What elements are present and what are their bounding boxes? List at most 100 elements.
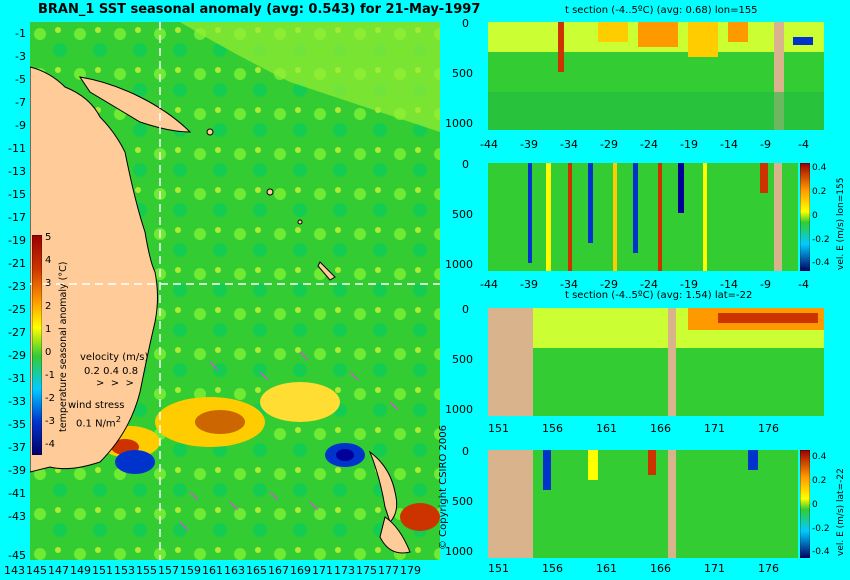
cold-eddy bbox=[115, 450, 155, 474]
wind-label: wind stress bbox=[68, 400, 125, 411]
velocity-label: velocity (m/s) bbox=[80, 352, 149, 363]
depth-tick: 1000 bbox=[445, 545, 473, 558]
island bbox=[297, 219, 303, 225]
panel-1-title: t section (-4..5ºC) (avg: 0.68) lon=155 bbox=[565, 5, 758, 16]
lat-tick: -34 bbox=[560, 278, 578, 291]
colorbar-tick: 5 bbox=[45, 232, 52, 243]
lon-tick: 145 bbox=[26, 564, 47, 577]
colorbar-tick: 0 bbox=[45, 347, 52, 358]
lat-tick: -1 bbox=[15, 27, 26, 40]
lon-tick: 161 bbox=[596, 422, 617, 435]
lat-tick: -17 bbox=[8, 211, 26, 224]
colorbar-tick: 0.4 bbox=[812, 452, 827, 462]
lat-tick: -3 bbox=[15, 50, 26, 63]
depth-tick: 1000 bbox=[445, 403, 473, 416]
depth-tick: 500 bbox=[452, 67, 473, 80]
colorbar-tick: 4 bbox=[45, 255, 52, 266]
lat-tick: -14 bbox=[720, 278, 738, 291]
lon-tick: 173 bbox=[334, 564, 355, 577]
panel-2-x-axis: -44 -39 -34 -29 -24 -19 -14 -9 -4 bbox=[478, 278, 828, 292]
panel-4-colorbar-title: vel. E (m/s) lat=-22 bbox=[836, 468, 846, 556]
lon-tick: 156 bbox=[542, 422, 563, 435]
panel-1-x-axis: -44 -39 -34 -29 -24 -19 -14 -9 -4 bbox=[478, 138, 828, 152]
lon-tick: 166 bbox=[650, 562, 671, 575]
lat-tick: -27 bbox=[8, 326, 26, 339]
colorbar-tick: -0.4 bbox=[812, 547, 830, 557]
lat-tick: -24 bbox=[640, 138, 658, 151]
wind-scale: 0.1 N/m2 bbox=[76, 414, 121, 430]
lat-tick: -9 bbox=[760, 138, 771, 151]
sst-anomaly-map bbox=[30, 22, 440, 560]
panel-1-plot bbox=[488, 22, 824, 130]
lat-tick: -4 bbox=[798, 278, 809, 291]
depth-tick: 0 bbox=[462, 158, 469, 171]
lon-tick: 169 bbox=[290, 564, 311, 577]
lon-tick: 147 bbox=[48, 564, 69, 577]
lat-tick: -39 bbox=[8, 464, 26, 477]
map-lon-axis: 143 145 147 149 151 153 155 157 159 161 … bbox=[0, 564, 440, 580]
panel-2-colorbar-title: vel. E (m/s) lon=155 bbox=[836, 177, 846, 270]
lat-tick: -9 bbox=[15, 119, 26, 132]
panel-3-x-axis: 151 156 161 166 171 176 bbox=[478, 422, 828, 436]
lat-tick: -41 bbox=[8, 487, 26, 500]
map-lat-axis: -1 -3 -5 -7 -9 -11 -13 -15 -17 -19 -21 -… bbox=[0, 22, 28, 562]
lon-tick: 166 bbox=[650, 422, 671, 435]
lon-tick: 156 bbox=[542, 562, 563, 575]
colorbar-tick: 1 bbox=[45, 324, 52, 335]
lat-tick: -7 bbox=[15, 96, 26, 109]
lat-tick: -44 bbox=[480, 278, 498, 291]
lat-tick: -33 bbox=[8, 395, 26, 408]
copyright-notice: © Copyright CSIRO 2006 bbox=[438, 425, 449, 550]
lon-tick: 175 bbox=[356, 564, 377, 577]
lon-tick: 171 bbox=[704, 562, 725, 575]
lon-tick: 149 bbox=[70, 564, 91, 577]
panel-4-colorbar bbox=[800, 450, 810, 558]
depth-tick: 1000 bbox=[445, 117, 473, 130]
lat-tick: -45 bbox=[8, 549, 26, 562]
island bbox=[266, 188, 274, 196]
depth-tick: 0 bbox=[462, 445, 469, 458]
lat-tick: -13 bbox=[8, 165, 26, 178]
lon-tick: 165 bbox=[246, 564, 267, 577]
colorbar-tick: 0 bbox=[812, 211, 818, 221]
lon-tick: 151 bbox=[488, 562, 509, 575]
island bbox=[206, 128, 214, 136]
lat-tick: -11 bbox=[8, 142, 26, 155]
lat-tick: -19 bbox=[680, 138, 698, 151]
lon-tick: 155 bbox=[136, 564, 157, 577]
lon-tick: 177 bbox=[378, 564, 399, 577]
panel-2-plot bbox=[488, 163, 798, 271]
lat-tick: -23 bbox=[8, 280, 26, 293]
colorbar-tick: -0.2 bbox=[812, 524, 830, 534]
lon-tick: 151 bbox=[488, 422, 509, 435]
lon-tick: 143 bbox=[4, 564, 25, 577]
lon-tick: 161 bbox=[596, 562, 617, 575]
lat-tick: -31 bbox=[8, 372, 26, 385]
wind-stress-arrows bbox=[179, 351, 399, 531]
lat-tick: -29 bbox=[600, 278, 618, 291]
depth-tick: 0 bbox=[462, 17, 469, 30]
colorbar-tick: 0.2 bbox=[812, 476, 827, 486]
depth-tick: 500 bbox=[452, 495, 473, 508]
colorbar-tick: 2 bbox=[45, 301, 52, 312]
colorbar-tick: -4 bbox=[45, 439, 55, 450]
map-title: BRAN_1 SST seasonal anomaly (avg: 0.543)… bbox=[38, 2, 481, 17]
depth-tick: 500 bbox=[452, 353, 473, 366]
lat-tick: -39 bbox=[520, 278, 538, 291]
new-caledonia bbox=[317, 261, 336, 281]
lon-tick: 159 bbox=[180, 564, 201, 577]
lon-tick: 171 bbox=[312, 564, 333, 577]
panel-4-x-axis: 151 156 161 166 171 176 bbox=[478, 562, 828, 576]
depth-tick: 0 bbox=[462, 303, 469, 316]
depth-tick: 1000 bbox=[445, 258, 473, 271]
lat-tick: -15 bbox=[8, 188, 26, 201]
panel-3-plot bbox=[488, 308, 824, 416]
lat-tick: -35 bbox=[8, 418, 26, 431]
lat-tick: -9 bbox=[760, 278, 771, 291]
velocity-scale: 0.2 0.4 0.8 bbox=[84, 366, 139, 377]
lon-tick: 167 bbox=[268, 564, 289, 577]
lat-tick: -29 bbox=[8, 349, 26, 362]
velocity-arrows-legend: > > > bbox=[96, 378, 134, 389]
lat-tick: -39 bbox=[520, 138, 538, 151]
panel-4-plot bbox=[488, 450, 798, 558]
